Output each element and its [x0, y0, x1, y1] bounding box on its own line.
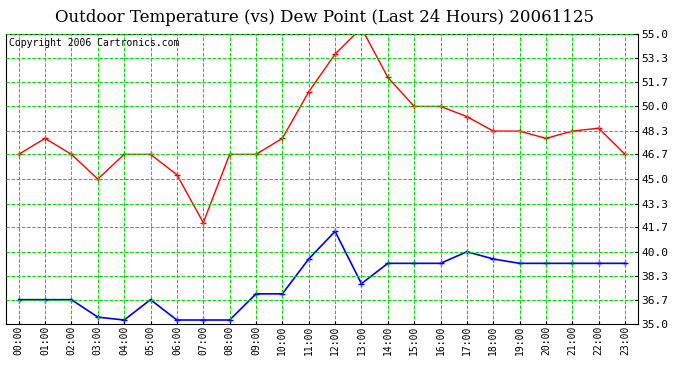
Text: Copyright 2006 Cartronics.com: Copyright 2006 Cartronics.com — [9, 38, 179, 48]
Text: Outdoor Temperature (vs) Dew Point (Last 24 Hours) 20061125: Outdoor Temperature (vs) Dew Point (Last… — [55, 9, 594, 26]
